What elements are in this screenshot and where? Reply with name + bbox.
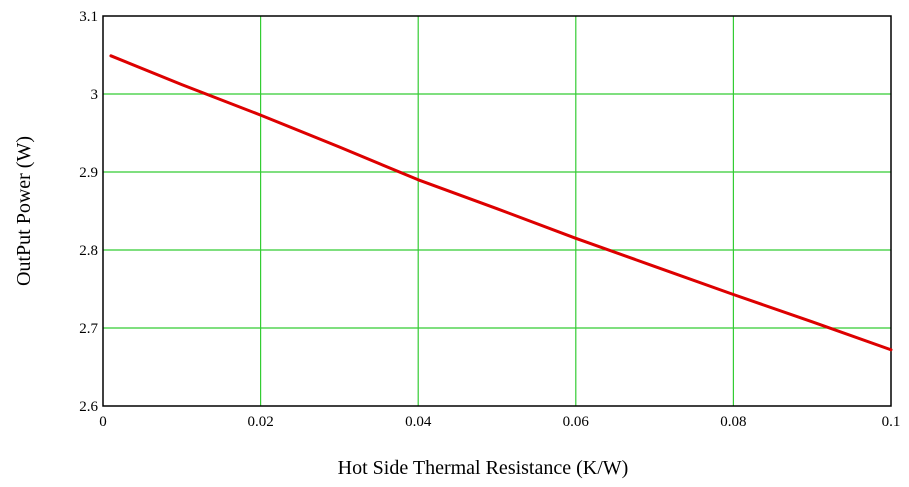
- y-axis-title: OutPut Power (W): [13, 136, 35, 286]
- x-tick-label: 0.02: [247, 414, 273, 430]
- y-tick-label: 2.8: [79, 243, 98, 259]
- series-line: [109, 54, 893, 352]
- y-tick-label: 3.1: [79, 9, 98, 25]
- x-tick-label: 0.1: [882, 414, 901, 430]
- plot-area-frame: [102, 15, 892, 407]
- y-tick-label: 2.9: [79, 165, 98, 181]
- x-axis-ticks: 0 0.02 0.04 0.06 0.08 0.1: [99, 414, 900, 430]
- y-tick-label: 2.7: [79, 321, 98, 337]
- grid-lines: [103, 16, 891, 406]
- y-tick-label: 2.6: [79, 399, 98, 415]
- x-tick-label: 0: [99, 414, 107, 430]
- y-axis-ticks: 2.6 2.7 2.8 2.9 3 3.1: [79, 9, 98, 415]
- x-tick-label: 0.08: [720, 414, 746, 430]
- x-axis-title: Hot Side Thermal Resistance (K/W): [338, 457, 629, 479]
- x-tick-label: 0.06: [563, 414, 590, 430]
- y-tick-label: 3: [91, 87, 99, 103]
- x-tick-label: 0.04: [405, 414, 432, 430]
- series-layer: [109, 54, 893, 352]
